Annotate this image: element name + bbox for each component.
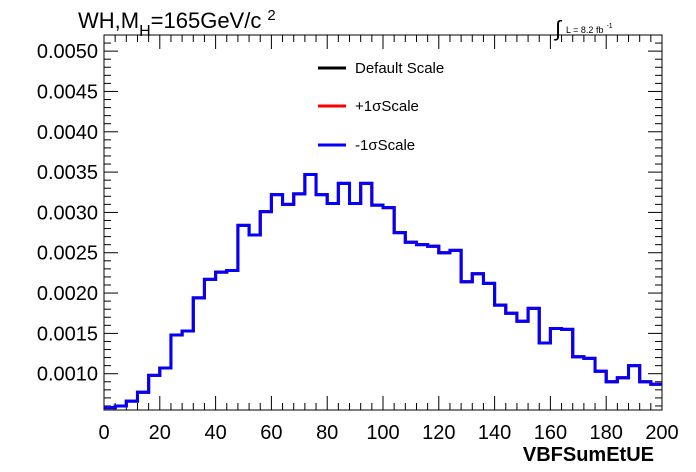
lumi-integral: ∫ [553, 16, 563, 41]
x-tick-label: 0 [98, 422, 109, 444]
x-tick-label: 160 [534, 422, 567, 444]
x-axis-ticks: 0 20 40 60 80 100 120 140 160 180 200 [98, 35, 679, 444]
y-tick-label: 0.0045 [37, 81, 98, 103]
x-tick-label: 120 [422, 422, 455, 444]
legend-label-plus: +1σScale [355, 98, 419, 115]
y-tick-label: 0.0025 [37, 243, 98, 265]
x-tick-label: 20 [149, 422, 171, 444]
series-layer [104, 173, 662, 410]
x-tick-label: 80 [316, 422, 338, 444]
y-tick-label: 0.0040 [37, 122, 98, 144]
series-line-plus-1sigma-scale [104, 173, 662, 410]
title-superscript: 2 [267, 7, 275, 24]
y-tick-label: 0.0020 [37, 283, 98, 305]
legend: Default Scale +1σScale -1σScale [318, 60, 444, 154]
x-tick-label: 180 [590, 422, 623, 444]
y-axis-ticks: 0.0010 0.0015 0.0020 0.0025 0.0030 0.0035 0.00… [37, 34, 662, 407]
x-tick-label: 100 [366, 422, 399, 444]
y-tick-label: 0.0010 [37, 364, 98, 386]
lumi-label: L = 8.2 fb -1 [566, 23, 613, 35]
title-subscript: H [139, 23, 151, 40]
y-tick-label: 0.0035 [37, 162, 98, 184]
title-main: WH,M [78, 8, 139, 33]
x-tick-label: 60 [260, 422, 282, 444]
x-tick-label: 200 [645, 422, 678, 444]
plot-frame [103, 34, 663, 411]
legend-label-minus: -1σScale [355, 137, 415, 154]
y-tick-label: 0.0030 [37, 202, 98, 224]
y-tick-label: 0.0050 [37, 41, 98, 63]
series-line-default-scale [104, 173, 662, 410]
lumi-superscript: -1 [606, 23, 612, 30]
x-axis-label: VBFSumEtUE [523, 444, 654, 466]
lumi-text: L = 8.2 fb [566, 25, 603, 35]
x-tick-label: 40 [204, 422, 226, 444]
legend-label-default: Default Scale [355, 60, 444, 77]
series-line-minus-1sigma-scale [104, 173, 662, 410]
title-tail: =165GeV/c [151, 8, 262, 33]
chart-title: WH,MH=165GeV/c 2 [78, 7, 276, 40]
y-tick-label: 0.0015 [37, 323, 98, 345]
x-tick-label: 140 [478, 422, 511, 444]
